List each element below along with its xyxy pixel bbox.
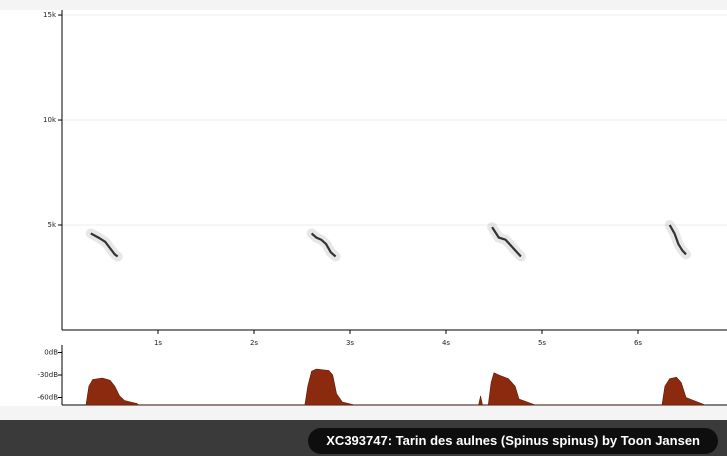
x-tick-label: 2s bbox=[250, 339, 258, 347]
top-strip bbox=[0, 0, 727, 10]
y-tick-label: 5k bbox=[47, 221, 56, 229]
bottom-strip bbox=[0, 406, 727, 420]
call-trace bbox=[668, 224, 687, 256]
recording-caption[interactable]: XC393747: Tarin des aulnes (Spinus spinu… bbox=[308, 428, 718, 454]
y-tick-label: -30dB bbox=[37, 371, 58, 379]
call-trace bbox=[310, 232, 337, 258]
x-tick-label: 3s bbox=[346, 339, 354, 347]
call-trace bbox=[90, 232, 119, 258]
x-tick-label: 1s bbox=[154, 339, 162, 347]
y-tick-label: 0dB bbox=[44, 349, 58, 357]
y-tick-label: -60dB bbox=[37, 394, 58, 402]
x-tick-label: 6s bbox=[634, 339, 642, 347]
bottom-bar: XC393747: Tarin des aulnes (Spinus spinu… bbox=[0, 420, 727, 456]
amplitude-envelope bbox=[85, 368, 706, 406]
spectrogram-viewer: 5k 10k 15k 1s 2s 3s 4s 5s 6s 0dB -30dB -60dB bbox=[0, 0, 727, 420]
call-trace bbox=[491, 226, 522, 258]
x-tick-label: 5s bbox=[538, 339, 546, 347]
x-tick-label: 4s bbox=[442, 339, 450, 347]
y-tick-label: 15k bbox=[43, 11, 57, 19]
y-tick-label: 10k bbox=[43, 116, 57, 124]
